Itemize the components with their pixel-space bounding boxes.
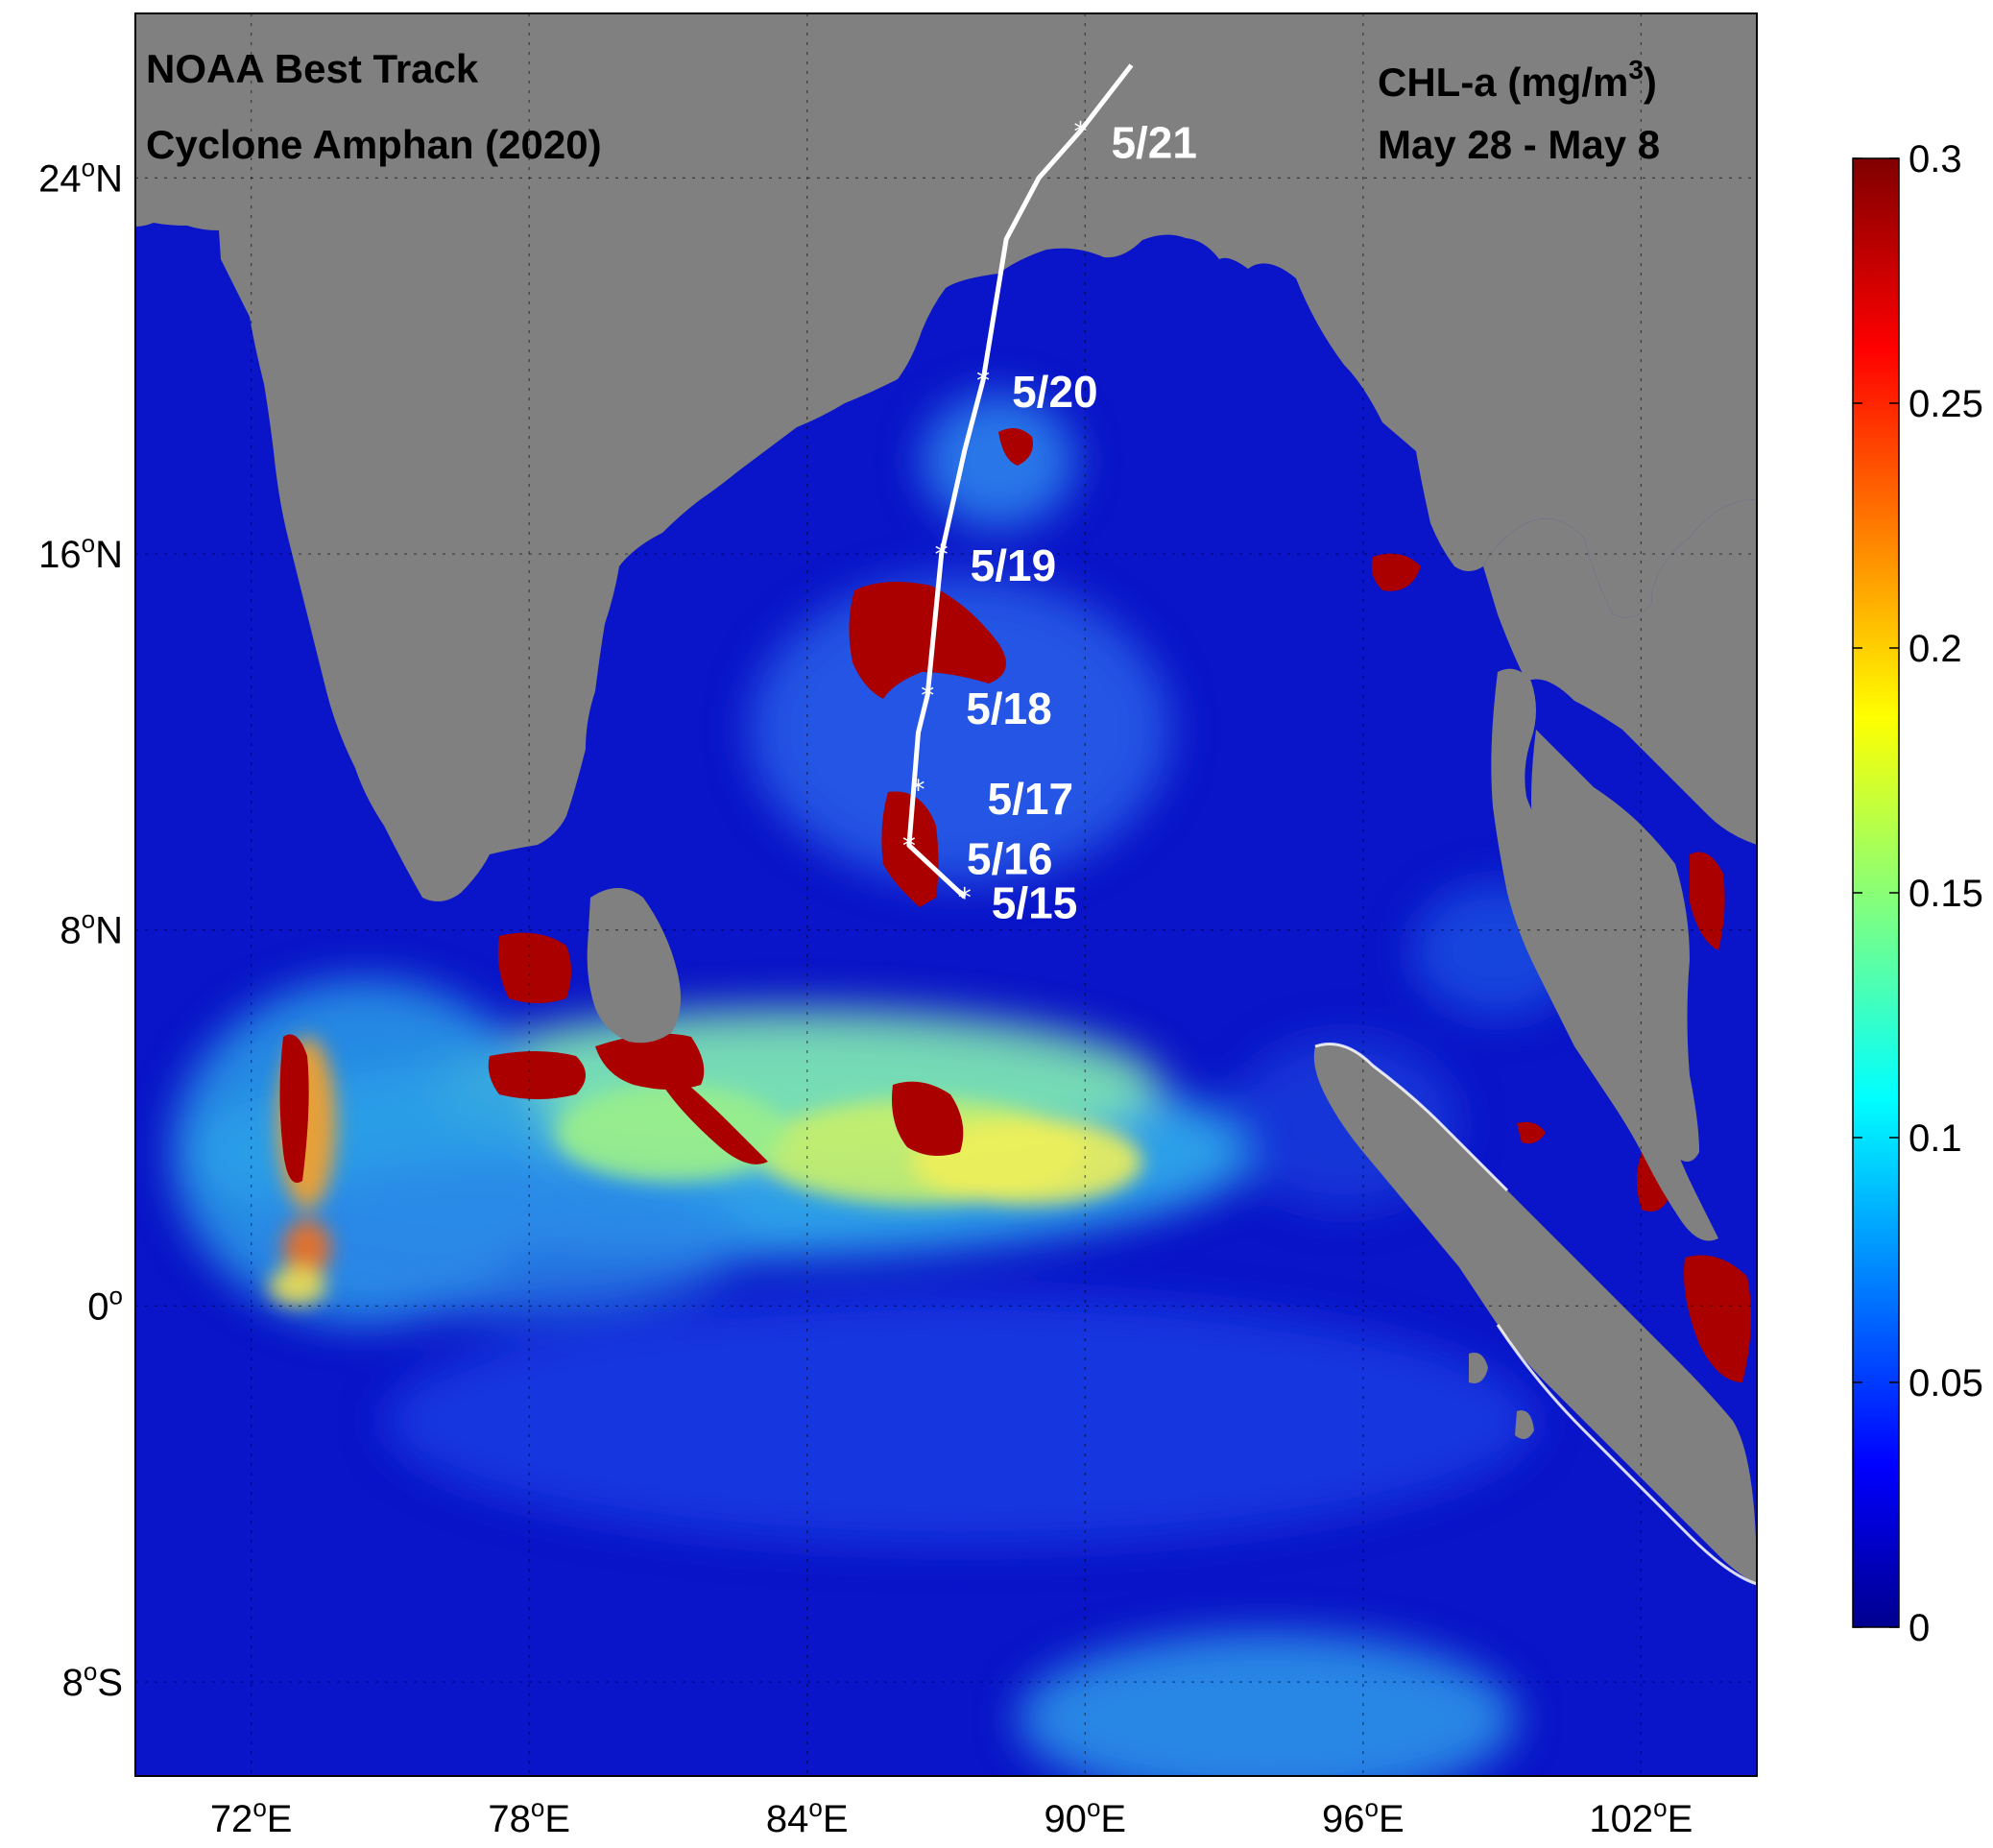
longitude-tick-labels: 72oE 78oE 84oE 90oE 96oE 102oE [210, 1793, 1693, 1840]
lon-label-96E: 96oE [1322, 1793, 1405, 1840]
period-label: May 28 - May 8 [1378, 122, 1660, 167]
track-date-label: 5/15 [992, 877, 1078, 927]
lat-label-24N: 24oN [38, 153, 123, 200]
colorbar-tick-label: 0.1 [1909, 1117, 1962, 1160]
lat-label-0: 0o [87, 1281, 123, 1328]
colorbar-ticks: 0.3 0.25 0.2 0.15 0.1 0.05 0 [1853, 138, 1983, 1649]
lat-label-16N: 16oN [38, 529, 123, 576]
land-sumatra [1313, 1044, 1757, 1584]
colorbar-tick-label: 0.25 [1909, 383, 1983, 425]
land-island-small-2 [1515, 1410, 1534, 1439]
graticule [135, 13, 1757, 1776]
land-malay-inner [1531, 730, 1699, 1162]
colorbar-tick-label: 0.2 [1909, 628, 1962, 670]
map-panel: * 5/15* 5/16* 5/17* 5/18* 5/19* 5/20* 5/21 NOAA… [135, 13, 1757, 1776]
variable-label-close: ) [1644, 60, 1657, 105]
cyclone-track: * 5/15* 5/16* 5/17* 5/18* 5/19* 5/20* 5/21 [902, 63, 1197, 927]
land-sri-lanka [587, 888, 681, 1044]
track-point-marker: * [935, 539, 948, 570]
colorbar: 0.3 0.25 0.2 0.15 0.1 0.05 0 [1852, 138, 1983, 1649]
latitude-tick-labels: 24oN 16oN 8oN 0o 8oS [38, 153, 123, 1704]
land-indochina [1483, 499, 1757, 845]
track-point-marker: * [912, 774, 925, 805]
colorbar-tick-label: 0 [1909, 1607, 1930, 1649]
variable-label-text: CHL-a (mg/m [1378, 60, 1628, 105]
track-point-marker: * [976, 365, 990, 396]
lon-label-78E: 78oE [488, 1793, 570, 1840]
lon-label-84E: 84oE [766, 1793, 849, 1840]
chlorophyll-field [173, 394, 1751, 1776]
track-date-label: 5/17 [988, 774, 1074, 824]
track-point-marker: * [1073, 115, 1087, 147]
land-north-india [135, 13, 1757, 901]
track-date-label: 5/16 [967, 834, 1053, 884]
colorbar-tick-label: 0.05 [1909, 1362, 1983, 1404]
map-frame [134, 12, 1758, 1777]
lon-label-90E: 90oE [1044, 1793, 1126, 1840]
lon-label-72E: 72oE [210, 1793, 293, 1840]
map-title-line-2: Cyclone Amphan (2020) [146, 122, 602, 167]
variable-label: CHL-a (mg/m3) [1378, 55, 1657, 105]
track-date-label: 5/21 [1111, 117, 1197, 167]
track-date-label: 5/20 [1012, 367, 1098, 417]
coastline-highlights [1314, 1043, 1757, 1586]
lat-label-8N: 8oN [60, 905, 123, 952]
track-point-marker: * [921, 680, 934, 711]
colorbar-tick-label: 0.15 [1909, 873, 1983, 915]
map-title-line-1: NOAA Best Track [146, 46, 479, 91]
track-date-label: 5/18 [966, 684, 1052, 733]
lon-label-102E: 102oE [1589, 1793, 1693, 1840]
track-point-marker: * [958, 881, 972, 913]
land-masses [135, 13, 1757, 1584]
land-island-small [1469, 1353, 1488, 1383]
colorbar-tick-label: 0.3 [1909, 138, 1962, 180]
lat-label-8S: 8oS [62, 1657, 123, 1704]
track-line [906, 63, 1134, 900]
variable-unit-sup: 3 [1628, 55, 1644, 84]
track-date-label: 5/19 [971, 540, 1057, 590]
track-point-marker: * [902, 830, 916, 862]
